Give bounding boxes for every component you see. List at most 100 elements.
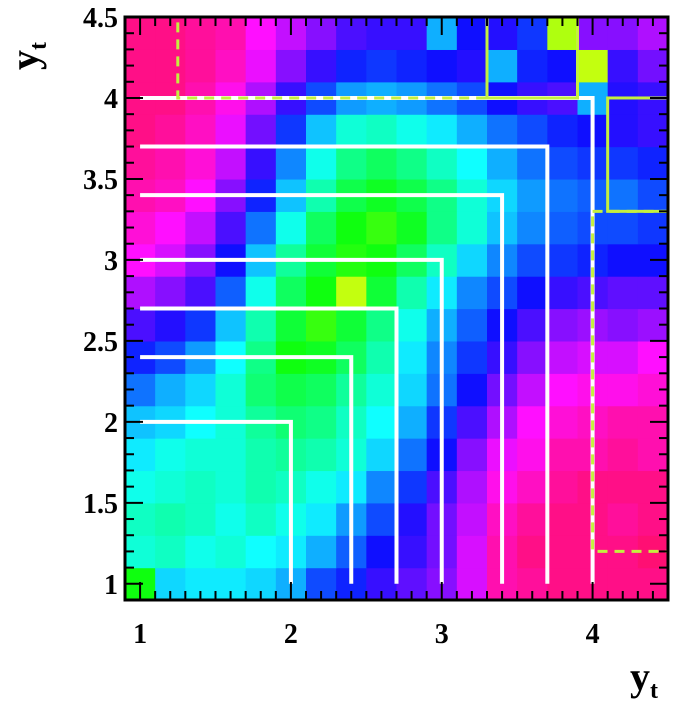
heatmap-cell xyxy=(607,502,639,536)
heatmap-cell xyxy=(366,438,398,472)
heatmap-cell xyxy=(185,373,217,407)
heatmap-cell xyxy=(547,438,579,472)
x-tick-label: 1 xyxy=(133,619,147,650)
heatmap-cell xyxy=(245,502,277,536)
heatmap-cell xyxy=(366,373,398,407)
heatmap-cell xyxy=(547,340,579,374)
x-axis-label: yt xyxy=(630,654,658,702)
heatmap-cell xyxy=(215,373,247,407)
heatmap-cell xyxy=(215,146,247,180)
y-tick-label: 2.5 xyxy=(83,327,118,358)
heatmap-cell xyxy=(456,340,488,374)
x-tick-label: 3 xyxy=(435,619,449,650)
heatmap-cell xyxy=(366,114,398,148)
heatmap-cell xyxy=(396,502,428,536)
heatmap-cell xyxy=(366,276,398,310)
heatmap-cell xyxy=(456,211,488,245)
heatmap-cell xyxy=(456,502,488,536)
heatmap-cell xyxy=(366,535,398,569)
heatmap-cell xyxy=(547,535,579,569)
heatmap-cell xyxy=(185,276,217,310)
boundary-curve xyxy=(140,193,505,584)
heatmap-cell xyxy=(396,340,428,374)
heatmap-cell xyxy=(275,373,307,407)
boundary-curve xyxy=(140,257,444,584)
heatmap-cell xyxy=(275,146,307,180)
heatmap-cell xyxy=(155,470,186,504)
y-axis-label-sub: t xyxy=(26,42,52,50)
x-tick-label: 2 xyxy=(284,619,298,650)
heatmap-cell xyxy=(155,211,186,245)
heatmap-cell xyxy=(336,49,367,83)
heatmap-cell xyxy=(185,470,217,504)
heatmap-cell xyxy=(366,405,398,439)
heatmap-cell xyxy=(185,308,217,342)
heatmap-cell xyxy=(456,114,488,148)
boundary-curve xyxy=(140,355,354,584)
heatmap-cell xyxy=(396,373,428,407)
heatmap-cell xyxy=(306,308,337,342)
heatmap-cell xyxy=(155,502,186,536)
heatmap-cell xyxy=(366,146,398,180)
heatmap-cell xyxy=(306,535,337,569)
heatmap-cell xyxy=(155,438,186,472)
heatmap-cell xyxy=(396,276,428,310)
x-axis-label-sub: t xyxy=(650,678,658,702)
heatmap-cell xyxy=(547,308,579,342)
y-tick-label: 4.5 xyxy=(83,3,118,34)
y-tick-label: 2 xyxy=(104,408,118,439)
heatmap-cell xyxy=(547,276,579,310)
heatmap-cell xyxy=(517,243,548,277)
heatmap-cell xyxy=(456,49,488,83)
heatmap-cell xyxy=(245,373,277,407)
axis-ticks xyxy=(125,16,669,600)
x-tick-label: 4 xyxy=(586,619,600,650)
heatmap-cell xyxy=(607,470,639,504)
heatmap-cell xyxy=(487,49,518,83)
heatmap-cell xyxy=(215,211,247,245)
heatmap-cell xyxy=(547,502,579,536)
heatmap-cell xyxy=(155,276,186,310)
heatmap-cell xyxy=(607,146,639,180)
heatmap-cell xyxy=(275,308,307,342)
heatmap-cell xyxy=(366,49,398,83)
y-tick-label: 1.5 xyxy=(83,489,118,520)
heatmap-cell xyxy=(306,470,337,504)
heatmap-cell xyxy=(607,49,639,83)
heatmap-cell xyxy=(306,405,337,439)
heatmap-cell xyxy=(517,211,548,245)
heatmap-cell xyxy=(456,470,488,504)
heatmap-cell xyxy=(215,470,247,504)
heatmap-cell xyxy=(245,535,277,569)
heatmap-cell xyxy=(396,49,428,83)
heatmap-cell xyxy=(517,340,548,374)
heatmap-cell xyxy=(456,405,488,439)
heatmap-cell xyxy=(487,146,518,180)
heatmap-cell xyxy=(275,114,307,148)
heatmap-cell xyxy=(185,49,217,83)
heatmap-cell xyxy=(366,308,398,342)
heatmap-cell xyxy=(396,470,428,504)
y-tick-labels: 1 1.5 2 2.5 3 3.5 4 4.5 xyxy=(83,3,118,601)
heatmap-cell xyxy=(517,405,548,439)
heatmap-cell xyxy=(275,49,307,83)
heatmap-cell xyxy=(517,276,548,310)
heatmap-cell xyxy=(607,438,639,472)
heatmap-cell xyxy=(607,276,639,310)
heatmap-cell xyxy=(155,308,186,342)
heatmap-cell xyxy=(215,308,247,342)
y-tick-label: 1 xyxy=(104,570,118,601)
heatmap-cell xyxy=(456,276,488,310)
heatmap-cell xyxy=(366,340,398,374)
heatmap-cell xyxy=(517,146,548,180)
heatmap-cell xyxy=(306,211,337,245)
heatmap-cell xyxy=(547,178,579,212)
heatmap-cell xyxy=(245,438,277,472)
heatmap-cell xyxy=(215,276,247,310)
heatmap-cell xyxy=(245,308,277,342)
x-axis-label-main: y xyxy=(630,654,650,699)
heatmap-cell xyxy=(577,49,609,83)
heatmap-cell xyxy=(396,211,428,245)
heatmap-cell xyxy=(155,146,186,180)
heatmap-cell xyxy=(426,49,458,83)
